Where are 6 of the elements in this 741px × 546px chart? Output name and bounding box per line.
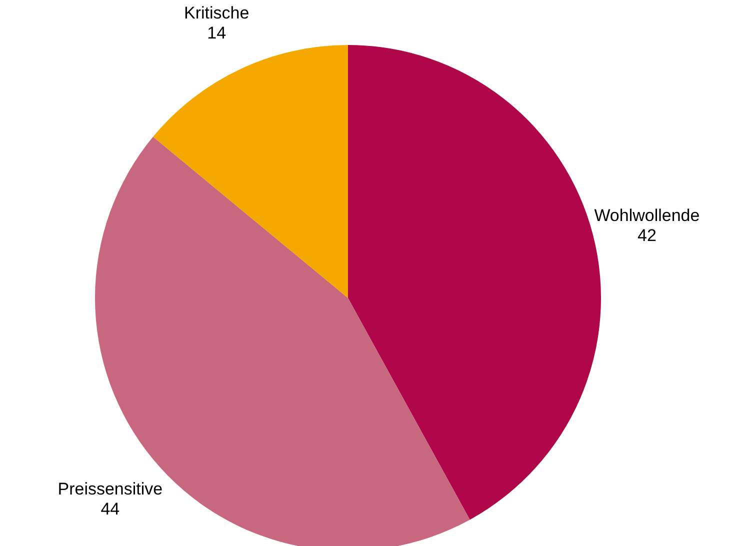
- slice-label: Kritische: [184, 4, 250, 23]
- data-label: 14: [207, 24, 226, 43]
- data-label: 42: [638, 226, 656, 246]
- slice-label: Preissensitive: [58, 480, 163, 499]
- data-label: 44: [100, 500, 120, 519]
- slice-label: Wohlwollende: [594, 206, 700, 226]
